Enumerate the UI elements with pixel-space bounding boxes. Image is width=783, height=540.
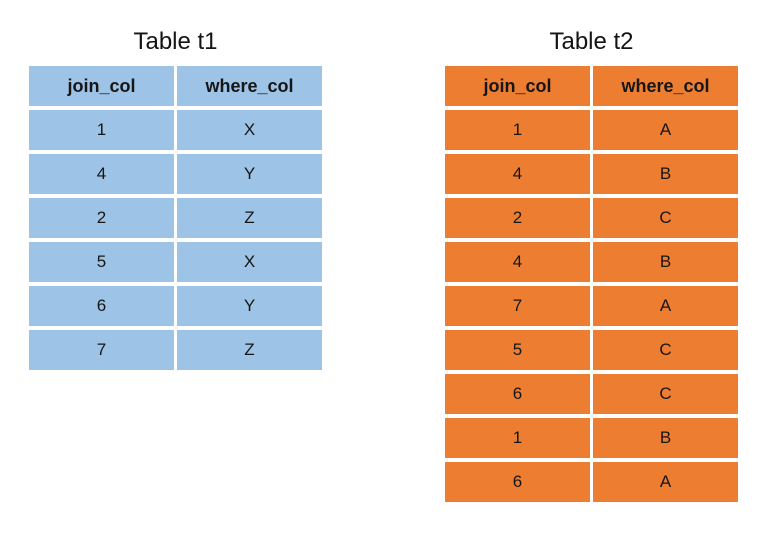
- table-cell: Z: [177, 198, 322, 238]
- table-cell: C: [593, 198, 738, 238]
- table-cell: Z: [177, 330, 322, 370]
- table-cell: 2: [445, 198, 590, 238]
- table-cell: 5: [29, 242, 174, 282]
- table-cell: 4: [445, 242, 590, 282]
- table-cell: A: [593, 462, 738, 502]
- table-cell: Y: [177, 154, 322, 194]
- column-header: join_col: [29, 66, 174, 106]
- table-cell: 2: [29, 198, 174, 238]
- table-cell: B: [593, 418, 738, 458]
- table-cell: 6: [29, 286, 174, 326]
- table-cell: 5: [445, 330, 590, 370]
- table-cell: 1: [29, 110, 174, 150]
- table-cell: 4: [29, 154, 174, 194]
- table-cell: 7: [445, 286, 590, 326]
- table-cell: 6: [445, 462, 590, 502]
- table-t1-title: Table t1: [133, 28, 218, 55]
- table-cell: B: [593, 154, 738, 194]
- table-cell: B: [593, 242, 738, 282]
- table-cell: X: [177, 110, 322, 150]
- column-header: where_col: [593, 66, 738, 106]
- table-cell: 4: [445, 154, 590, 194]
- table-cell: A: [593, 110, 738, 150]
- table-cell: C: [593, 374, 738, 414]
- table-t2-title: Table t2: [549, 28, 634, 55]
- table-t1: Table t1 join_col where_col 1 X 4 Y 2 Z 5 X 6 Y 7 Z: [29, 27, 322, 370]
- table-cell: Y: [177, 286, 322, 326]
- column-header: join_col: [445, 66, 590, 106]
- table-cell: 1: [445, 418, 590, 458]
- table-t1-grid: join_col where_col 1 X 4 Y 2 Z 5 X 6 Y 7 Z: [29, 66, 322, 370]
- table-cell: 7: [29, 330, 174, 370]
- column-header: where_col: [177, 66, 322, 106]
- table-cell: X: [177, 242, 322, 282]
- table-cell: 1: [445, 110, 590, 150]
- table-cell: 6: [445, 374, 590, 414]
- table-t2-grid: join_col where_col 1 A 4 B 2 C 4 B 7 A 5 C 6 C 1 B 6 A: [445, 66, 738, 502]
- table-cell: C: [593, 330, 738, 370]
- table-t2: Table t2 join_col where_col 1 A 4 B 2 C 4 B 7 A 5 C 6 C…: [445, 27, 738, 502]
- table-cell: A: [593, 286, 738, 326]
